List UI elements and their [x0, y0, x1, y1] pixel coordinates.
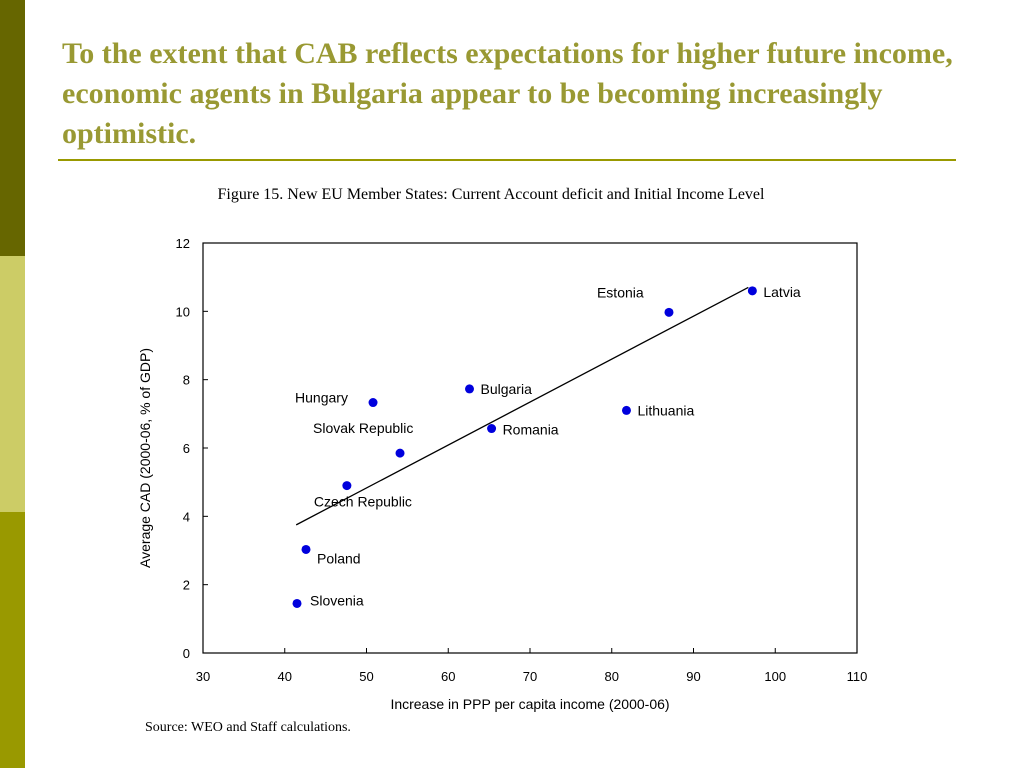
data-point-romania	[487, 424, 497, 434]
plot-area-frame	[202, 242, 858, 654]
y-axis-label: Average CAD (2000-06, % of GDP)	[137, 348, 153, 568]
y-tick-label: 12	[176, 236, 190, 251]
figure-caption: Figure 15. New EU Member States: Current…	[217, 186, 765, 203]
data-point-label: Romania	[503, 422, 559, 438]
data-point-label: Bulgaria	[481, 381, 533, 397]
y-axis-ticks: 0 2 4 6 8 10 12	[176, 236, 208, 661]
sidebar-segment-middle	[0, 256, 25, 512]
data-point-hungary	[368, 398, 378, 408]
y-tick-label: 8	[183, 373, 190, 388]
data-point-label: Slovak Republic	[313, 420, 413, 436]
y-tick-label: 6	[183, 441, 190, 456]
x-tick-label: 30	[196, 669, 210, 684]
x-tick-label: 100	[764, 669, 786, 684]
data-points: Latvia Estonia Lithuania Bulgaria Romania Hun…	[292, 284, 801, 608]
data-point-label: Poland	[317, 550, 361, 566]
data-point-label: Lithuania	[637, 402, 694, 418]
data-point-label: Estonia	[597, 284, 644, 300]
sidebar-segment-bottom	[0, 512, 25, 768]
y-tick-label: 2	[183, 578, 190, 593]
sidebar-segment-top	[0, 0, 25, 256]
slide-title: To the extent that CAB reflects expectat…	[62, 37, 953, 150]
data-point-czech-republic	[342, 481, 352, 491]
source-note: Source: WEO and Staff calculations.	[145, 720, 351, 735]
x-tick-label: 50	[359, 669, 373, 684]
x-axis-label: Increase in PPP per capita income (2000-…	[390, 696, 669, 712]
y-tick-label: 10	[176, 304, 190, 319]
x-tick-label: 80	[605, 669, 619, 684]
data-point-poland	[301, 544, 311, 554]
data-point-slovenia	[292, 598, 302, 608]
data-point-label: Slovenia	[310, 592, 364, 608]
x-tick-label: 110	[847, 669, 868, 684]
data-point-lithuania	[621, 405, 631, 415]
y-tick-label: 4	[183, 509, 190, 524]
data-point-label: Latvia	[763, 284, 801, 300]
x-tick-label: 40	[278, 669, 292, 684]
x-tick-label: 60	[441, 669, 455, 684]
data-point-slovak-republic	[395, 448, 405, 458]
data-point-estonia	[664, 307, 674, 317]
data-point-bulgaria	[465, 384, 475, 394]
data-point-latvia	[747, 286, 757, 296]
x-axis-ticks: 30 40 50 60 70 80 90 100 110	[196, 648, 868, 684]
y-tick-label: 0	[183, 646, 190, 661]
x-tick-label: 90	[686, 669, 700, 684]
data-point-label: Czech Republic	[314, 494, 412, 510]
title-divider	[58, 159, 956, 161]
sidebar-decoration	[0, 0, 25, 768]
x-tick-label: 70	[523, 669, 537, 684]
trendline	[295, 286, 749, 526]
data-point-label: Hungary	[295, 390, 348, 406]
